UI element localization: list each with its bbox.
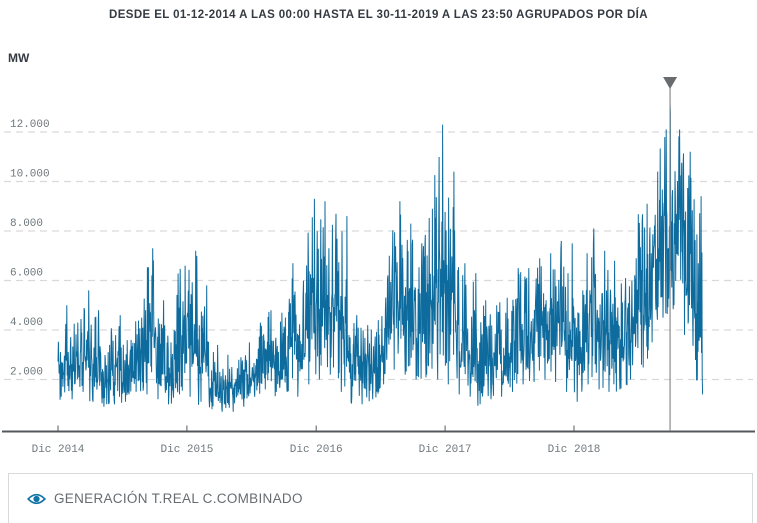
chart-title: DESDE EL 01-12-2014 A LAS 00:00 HASTA EL…: [108, 9, 648, 21]
x-tick-label: Dic 2017: [419, 444, 472, 456]
legend-panel: GENERACIÓN T.REAL C.COMBINADO: [8, 473, 753, 523]
y-tick-label: 12.000: [10, 119, 50, 131]
legend-series-label: GENERACIÓN T.REAL C.COMBINADO: [54, 491, 303, 506]
y-axis-unit-label: MW: [8, 51, 30, 65]
x-tick-label: Dic 2014: [32, 444, 85, 456]
y-tick-label: 2.000: [10, 367, 43, 379]
y-tick-label: 10.000: [10, 169, 50, 181]
legend-item-combined-cycle[interactable]: GENERACIÓN T.REAL C.COMBINADO: [27, 491, 752, 506]
y-tick-label: 6.000: [10, 268, 43, 280]
y-tick-label: 8.000: [10, 218, 43, 230]
x-tick-label: Dic 2018: [548, 444, 601, 456]
eye-icon[interactable]: [27, 492, 46, 506]
series-path: [57, 104, 704, 412]
cursor-handle-icon[interactable]: [663, 77, 678, 89]
x-tick-label: Dic 2015: [161, 444, 214, 456]
x-tick-label: Dic 2016: [290, 444, 343, 456]
y-tick-label: 4.000: [10, 317, 43, 329]
